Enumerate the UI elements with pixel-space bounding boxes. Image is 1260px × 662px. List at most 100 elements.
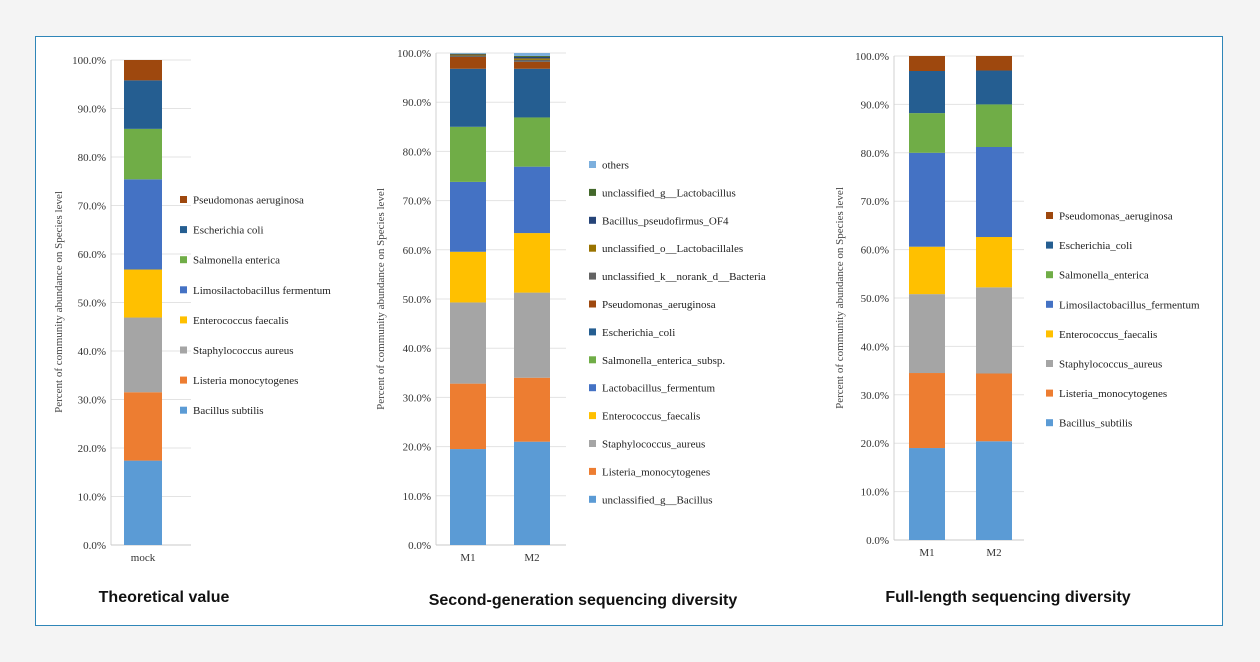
legend-swatch [180, 316, 187, 324]
legend-swatch [589, 495, 596, 503]
bar-segment [909, 152, 945, 247]
bar-segment [450, 53, 486, 54]
chart-1: 0.0% 10.0% 20.0% 30.0% 40.0% 50.0% 60.0% 70.0% 8… [53, 55, 331, 606]
legend-label: Lactobacillus_fermentum [602, 383, 715, 395]
x-tick-label: M2 [986, 547, 1001, 559]
y-tick-label: 70.0% [78, 201, 106, 213]
legend-swatch [589, 412, 596, 420]
legend-label: Limosilactobacillus_fermentum [1059, 299, 1200, 311]
legend-swatch [180, 256, 187, 264]
bar-segment [909, 71, 945, 114]
bar-segment [450, 55, 486, 57]
y-tick-label: 80.0% [78, 152, 106, 164]
bar-segment [909, 113, 945, 153]
bar-segment [909, 373, 945, 449]
legend-label: others [602, 160, 629, 172]
bar-segment [450, 449, 486, 545]
y-tick-label: 70.0% [403, 196, 431, 208]
legend-label: Escherichia_coli [602, 327, 675, 339]
legend-swatch [180, 196, 187, 203]
y-axis-title: Percent of community abundance on Specie… [375, 188, 387, 410]
legend-swatch [589, 188, 596, 196]
bar-segment [976, 104, 1012, 147]
bar-segment [909, 246, 945, 295]
legend-label: Staphylococcus_aureus [1059, 359, 1162, 371]
legend-swatch [180, 346, 187, 354]
bar-segment [124, 460, 162, 545]
legend-swatch [589, 300, 596, 308]
y-tick-label: 10.0% [403, 491, 431, 503]
legend-label: Pseudomonas aeruginosa [193, 195, 304, 207]
legend-swatch [1046, 212, 1053, 219]
legend-swatch [1046, 330, 1053, 338]
legend-label: Pseudomonas_aeruginosa [602, 299, 716, 311]
bar-segment [514, 55, 550, 57]
y-tick-label: 20.0% [861, 438, 889, 450]
legend-swatch [1046, 300, 1053, 308]
y-tick-label: 30.0% [403, 392, 431, 404]
legend-swatch [1046, 389, 1053, 397]
y-tick-label: 0.0% [83, 540, 106, 552]
x-tick-label: M1 [460, 552, 475, 564]
y-tick-label: 60.0% [403, 245, 431, 257]
bar-segment [450, 68, 486, 127]
legend-swatch [1046, 241, 1053, 249]
y-tick-label: 70.0% [861, 196, 889, 208]
bar-segment [514, 233, 550, 293]
chart-2: 0.0% 10.0% 20.0% 30.0% 40.0% 50.0% 60.0% 70.0% 8… [375, 48, 766, 609]
y-tick-label: 50.0% [861, 293, 889, 305]
bar-segment [514, 166, 550, 234]
bar-segment [514, 59, 550, 62]
bar-segment [514, 117, 550, 167]
legend-label: Salmonella enterica [193, 255, 280, 267]
y-tick-label: 90.0% [78, 104, 106, 116]
legend-label: Limosilactobacillus fermentum [193, 285, 331, 297]
y-tick-label: 30.0% [78, 395, 106, 407]
y-tick-label: 40.0% [78, 346, 106, 358]
bar-segment [514, 56, 550, 59]
bar-segment [909, 56, 945, 72]
legend-swatch [1046, 419, 1053, 427]
legend-label: Salmonella_enterica [1059, 270, 1149, 282]
bar-segment [514, 61, 550, 69]
bar-segment [124, 269, 162, 318]
bar-segment [124, 179, 162, 270]
y-tick-label: 40.0% [403, 343, 431, 355]
chart-caption: Full-length sequencing diversity [885, 589, 1130, 606]
legend-label: Enterococcus_faecalis [1059, 329, 1157, 341]
y-tick-label: 90.0% [861, 99, 889, 111]
legend-label: Salmonella_enterica_subsp. [602, 355, 725, 367]
bar-segment [976, 373, 1012, 442]
y-tick-label: 90.0% [403, 97, 431, 109]
y-tick-label: 30.0% [861, 390, 889, 402]
bar-segment [450, 56, 486, 69]
legend-label: Bacillus_subtilis [1059, 418, 1132, 430]
legend-label: Listeria monocytogenes [193, 375, 298, 387]
bar-segment [124, 80, 162, 129]
legend-swatch [589, 384, 596, 392]
bar-segment [514, 377, 550, 442]
y-tick-label: 80.0% [861, 148, 889, 160]
legend-label: Escherichia coli [193, 225, 264, 237]
x-tick-label: mock [131, 552, 156, 564]
y-tick-label: 50.0% [403, 294, 431, 306]
figure-frame [35, 36, 1223, 626]
legend-swatch [589, 328, 596, 336]
legend-swatch [180, 406, 187, 414]
chart-caption: Second-generation sequencing diversity [429, 592, 738, 609]
legend-label: Bacillus subtilis [193, 405, 264, 417]
legend-label: Bacillus_pseudofirmus_OF4 [602, 215, 729, 227]
y-tick-label: 50.0% [78, 298, 106, 310]
legend-label: Listeria_monocytogenes [602, 466, 710, 478]
x-tick-label: M1 [919, 547, 934, 559]
y-tick-label: 100.0% [397, 48, 431, 60]
legend-swatch [589, 216, 596, 224]
legend-swatch [1046, 271, 1053, 279]
y-tick-label: 60.0% [861, 245, 889, 257]
bar-segment [450, 54, 486, 56]
legend-swatch [589, 161, 596, 168]
chart-caption: Theoretical value [99, 589, 230, 606]
legend-label: Escherichia_coli [1059, 240, 1132, 252]
legend-label: unclassified_g__Lactobacillus [602, 187, 736, 199]
